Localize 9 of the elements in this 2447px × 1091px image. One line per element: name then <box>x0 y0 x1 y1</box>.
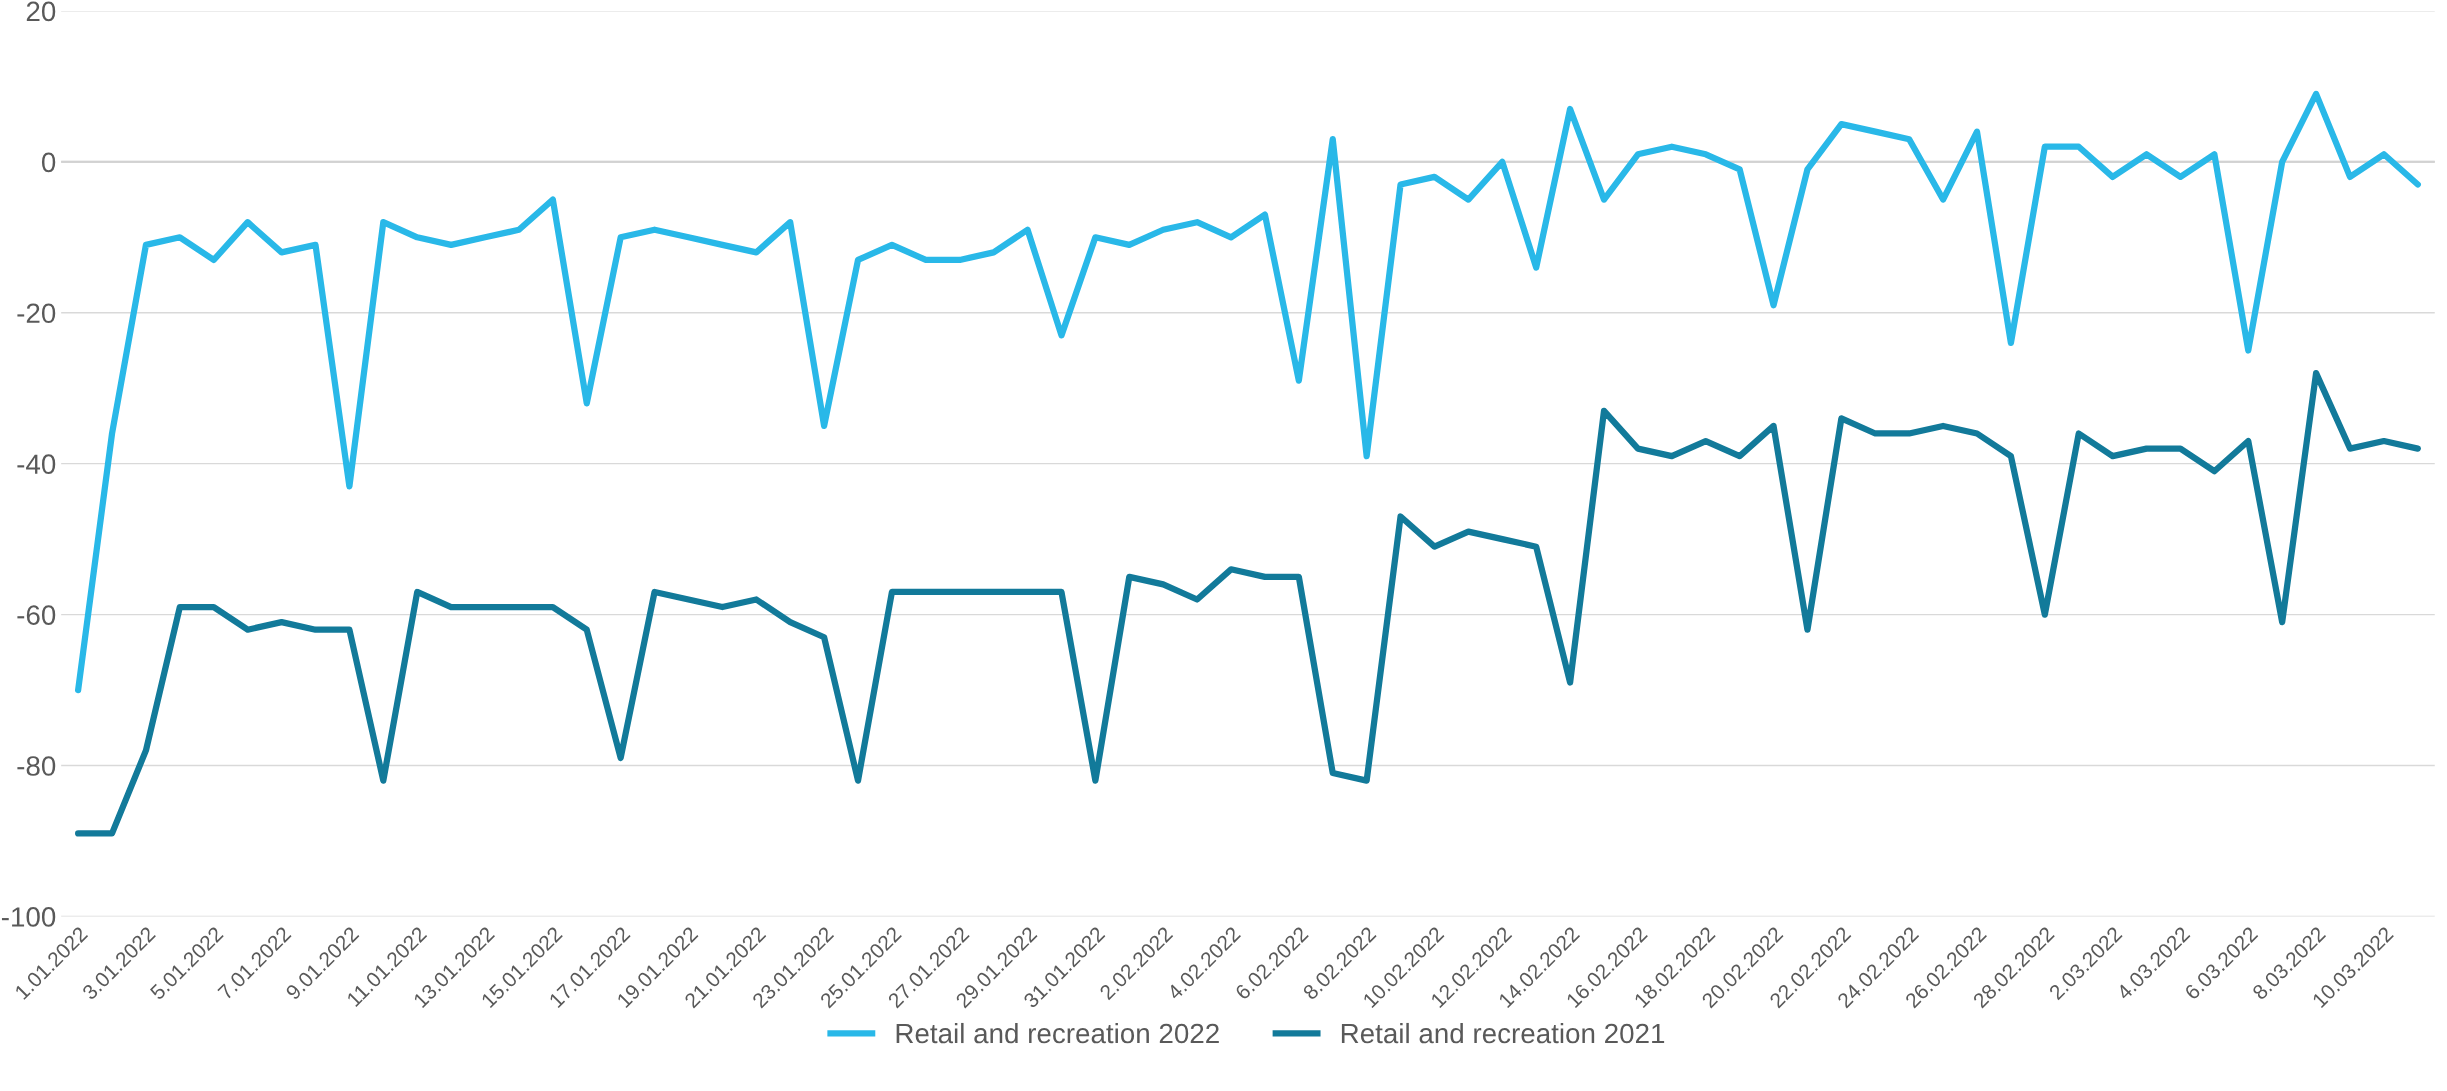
y-tick-label: -80 <box>17 756 56 776</box>
legend-label: Retail and recreation 2022 <box>896 1022 1219 1044</box>
y-tick-label: -100 <box>1 907 56 927</box>
legend-label: Retail and recreation 2021 <box>1341 1022 1665 1044</box>
y-tick-label: 20 <box>26 1 56 22</box>
y-tick-label: 0 <box>41 152 56 173</box>
y-tick-label: -40 <box>17 454 56 475</box>
y-tick-label: -60 <box>17 605 56 625</box>
y-tick-label: -20 <box>17 303 56 324</box>
